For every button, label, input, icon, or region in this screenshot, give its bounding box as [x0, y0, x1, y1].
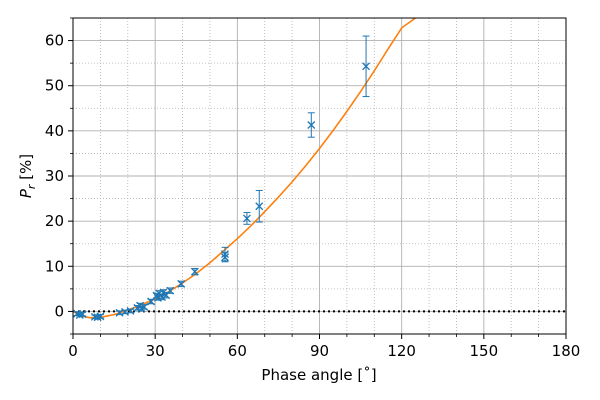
- data-point: [78, 310, 87, 319]
- x-marker: [242, 214, 251, 223]
- y-tick-label: 0: [54, 302, 64, 320]
- data-point: [242, 212, 251, 225]
- x-marker: [190, 267, 199, 276]
- x-tick-label: 90: [310, 342, 329, 360]
- x-marker: [126, 307, 135, 315]
- x-marker: [307, 121, 316, 129]
- y-tick-label: 30: [45, 167, 64, 185]
- x-marker: [140, 302, 149, 311]
- x-tick-label: 30: [146, 342, 165, 360]
- tick-marks: [68, 17, 567, 339]
- x-marker: [78, 310, 87, 319]
- data-point: [126, 307, 135, 315]
- x-marker: [221, 250, 229, 259]
- y-axis-label: Pr [%]: [17, 154, 38, 198]
- x-tick-label: 150: [470, 342, 499, 360]
- x-marker: [362, 62, 371, 71]
- y-tick-label: 60: [45, 32, 64, 50]
- x-marker: [96, 312, 105, 321]
- x-marker: [158, 293, 166, 301]
- data-point: [96, 312, 105, 321]
- x-tick-label: 120: [387, 342, 416, 360]
- tick-labels: 0 30 60 90 120 150 180 0 10 20 30 40 50 60: [45, 32, 580, 360]
- data-point: [190, 267, 199, 276]
- y-axis-label-main: P: [17, 188, 35, 198]
- x-tick-label: 60: [228, 342, 247, 360]
- data-point: [362, 35, 371, 98]
- data-point: [166, 286, 175, 295]
- data-point: [177, 279, 186, 288]
- y-tick-label: 50: [45, 77, 64, 95]
- y-tick-label: 20: [45, 212, 64, 230]
- x-tick-label: 180: [552, 342, 581, 360]
- data-point: [140, 302, 149, 311]
- y-axis-label-sub: r: [25, 183, 38, 189]
- x-axis-label: Phase angle [˚]: [261, 366, 376, 384]
- x-marker: [166, 286, 175, 295]
- x-marker: [177, 279, 186, 288]
- data-point: [307, 112, 316, 138]
- y-tick-label: 10: [45, 257, 64, 275]
- y-tick-label: 40: [45, 122, 64, 140]
- y-axis-label-unit: [%]: [17, 154, 35, 185]
- data-point: [221, 246, 229, 262]
- major-grid: [72, 18, 567, 334]
- x-tick-label: 0: [68, 342, 78, 360]
- observation-series: [73, 35, 371, 322]
- x-marker: [255, 202, 264, 211]
- data-point: [255, 189, 264, 223]
